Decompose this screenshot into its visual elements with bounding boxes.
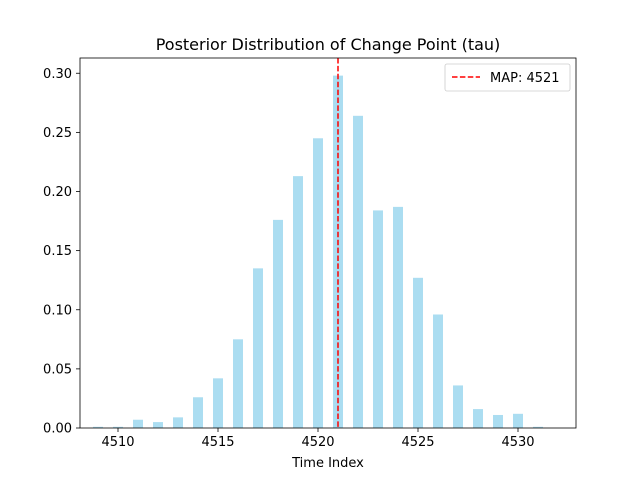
bar-4513 [173,417,183,428]
bar-4527 [453,385,463,428]
chart-title: Posterior Distribution of Change Point (… [156,35,501,54]
bar-4530 [513,413,523,428]
bar-4515 [213,378,223,428]
x-tick-label: 4515 [201,435,234,450]
bar-4520 [313,138,323,429]
bar-4516 [233,339,243,428]
x-tick-label: 4510 [101,435,134,450]
bar-4523 [373,210,383,428]
y-axis-ticks: 0.00 0.05 0.10 0.15 0.20 0.25 0.30 [43,67,80,437]
bar-4510 [113,426,123,428]
x-tick-label: 4530 [501,435,534,450]
y-tick-label: 0.15 [43,244,72,259]
y-tick-label: 0.30 [43,67,72,82]
y-tick-label: 0.25 [43,126,72,141]
bar-4512 [153,422,163,428]
bar-4528 [473,409,483,428]
bar-4517 [253,268,263,428]
x-axis-label: Time Index [291,456,364,471]
legend: MAP: 4521 [444,63,571,92]
y-tick-label: 0.00 [43,422,72,437]
bar-4524 [393,206,403,428]
bar-4518 [273,219,283,428]
plot-area-background [80,58,576,428]
y-tick-label: 0.10 [43,303,72,318]
legend-map-label: MAP: 4521 [490,71,560,86]
legend-frame [444,63,571,92]
bar-4514 [193,397,203,428]
bar-4526 [433,314,443,428]
bar-4522 [353,115,363,428]
x-tick-label: 4520 [301,435,334,450]
x-tick-label: 4525 [401,435,434,450]
bar-4529 [493,414,503,428]
x-axis-ticks: 4510 4515 4520 4525 4530 [101,428,535,450]
bar-4519 [293,176,303,428]
bar-4531 [533,426,543,428]
y-tick-label: 0.05 [43,362,72,377]
bar-4525 [413,277,423,428]
y-tick-label: 0.20 [43,185,72,200]
bar-4511 [133,419,143,428]
plot-area-frame [79,57,577,429]
bar-4509 [93,426,103,428]
